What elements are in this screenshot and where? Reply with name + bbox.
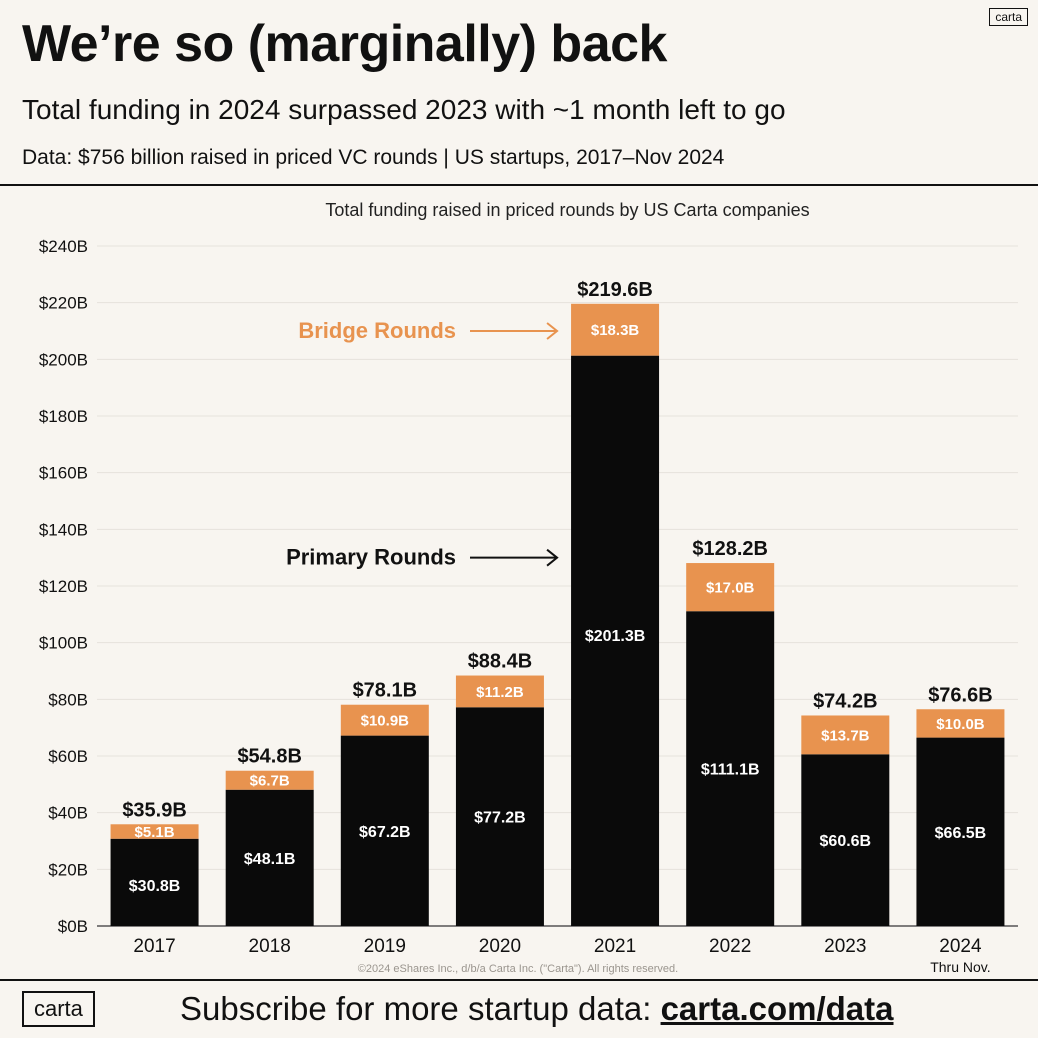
top-divider — [0, 184, 1038, 186]
bar-bridge — [455, 675, 544, 708]
y-tick-label: $140B — [39, 520, 88, 539]
y-tick-label: $240B — [39, 237, 88, 256]
footer-cta-text: Subscribe for more startup data: — [180, 990, 661, 1027]
x-tick-label: 2018 — [249, 936, 291, 957]
x-tick-label: 2020 — [479, 936, 521, 957]
bar-primary-label: $77.2B — [474, 810, 526, 827]
bar-bridge — [110, 824, 199, 839]
bar-total-label: $128.2B — [692, 538, 768, 560]
bar-total-label: $76.6B — [928, 684, 993, 706]
carta-logo-footer[interactable]: carta — [22, 991, 95, 1027]
bar-total-label: $74.2B — [813, 690, 878, 712]
copyright-note: ©2024 eShares Inc., d/b/a Carta Inc. ("C… — [358, 963, 678, 975]
footer-cta: Subscribe for more startup data: carta.c… — [180, 990, 894, 1028]
bar-total-label: $88.4B — [468, 651, 533, 673]
bar-total-label: $35.9B — [122, 799, 187, 821]
x-tick-label: 2022 — [709, 936, 751, 957]
x-tick-label: 2017 — [133, 936, 175, 957]
bar-bridge-label: $13.7B — [821, 727, 870, 744]
bar-primary-label: $67.2B — [359, 824, 411, 841]
bar-primary — [340, 735, 429, 926]
bar-bridge-label: $5.1B — [135, 824, 175, 841]
bar-primary-label: $60.6B — [820, 833, 872, 850]
bottom-divider — [0, 979, 1038, 981]
bar-bridge-label: $17.0B — [706, 580, 755, 597]
annotation-arrow-head — [546, 548, 559, 567]
bar-bridge — [801, 715, 890, 755]
bar-primary — [455, 707, 544, 926]
bar-primary — [225, 789, 314, 926]
y-tick-label: $0B — [58, 917, 88, 936]
bar-bridge-label: $6.7B — [250, 773, 290, 790]
y-tick-label: $100B — [39, 634, 88, 653]
footer-link[interactable]: carta.com/data — [660, 990, 894, 1027]
bar-bridge — [340, 704, 429, 736]
bar-primary-label: $66.5B — [935, 825, 987, 842]
bar-primary-label: $30.8B — [129, 878, 181, 895]
x-tick-label: 2024 — [939, 936, 982, 957]
annotation-arrow-head — [546, 322, 559, 340]
y-tick-label: $220B — [39, 294, 88, 313]
data-source-line: Data: $756 billion raised in priced VC r… — [22, 146, 725, 169]
bar-bridge — [225, 770, 314, 790]
y-tick-label: $180B — [39, 407, 88, 426]
x-tick-label: 2023 — [824, 936, 866, 957]
x-tick-label: 2019 — [364, 936, 406, 957]
page-title: We’re so (marginally) back — [22, 15, 667, 73]
y-tick-label: $80B — [48, 690, 88, 709]
y-tick-label: $60B — [48, 747, 88, 766]
bar-total-label: $54.8B — [237, 746, 302, 768]
bar-bridge-label: $11.2B — [476, 684, 524, 701]
x-tick-sublabel: Thru Nov. — [930, 959, 990, 975]
bar-total-label: $78.1B — [353, 680, 418, 702]
annotation-primary: Primary Rounds — [286, 545, 456, 570]
bar-bridge — [571, 303, 660, 356]
chart-title: Total funding raised in priced rounds by… — [325, 200, 809, 220]
page-subtitle: Total funding in 2024 surpassed 2023 wit… — [22, 94, 786, 125]
bar-primary-label: $48.1B — [244, 851, 296, 868]
funding-chart: Total funding raised in priced rounds by… — [39, 200, 1018, 975]
y-tick-label: $160B — [39, 464, 88, 483]
y-tick-label: $40B — [48, 804, 88, 823]
bar-bridge-label: $10.0B — [936, 716, 985, 733]
bar-primary — [571, 355, 660, 926]
bar-primary — [801, 754, 890, 926]
bar-bridge — [686, 563, 775, 612]
bar-primary — [686, 611, 775, 926]
x-tick-label: 2021 — [594, 936, 636, 957]
bar-primary — [110, 838, 199, 926]
bar-bridge — [916, 709, 1005, 738]
bar-bridge-label: $10.9B — [361, 713, 410, 730]
bar-primary-label: $201.3B — [585, 628, 646, 645]
y-tick-label: $20B — [48, 860, 88, 879]
carta-logo-small: carta — [989, 8, 1028, 26]
bar-primary-label: $111.1B — [701, 762, 760, 779]
annotation-bridge: Bridge Rounds — [298, 318, 456, 343]
y-tick-label: $120B — [39, 577, 88, 596]
bar-total-label: $219.6B — [577, 279, 653, 301]
y-tick-label: $200B — [39, 350, 88, 369]
bar-bridge-label: $18.3B — [591, 322, 640, 339]
bar-primary — [916, 737, 1005, 926]
